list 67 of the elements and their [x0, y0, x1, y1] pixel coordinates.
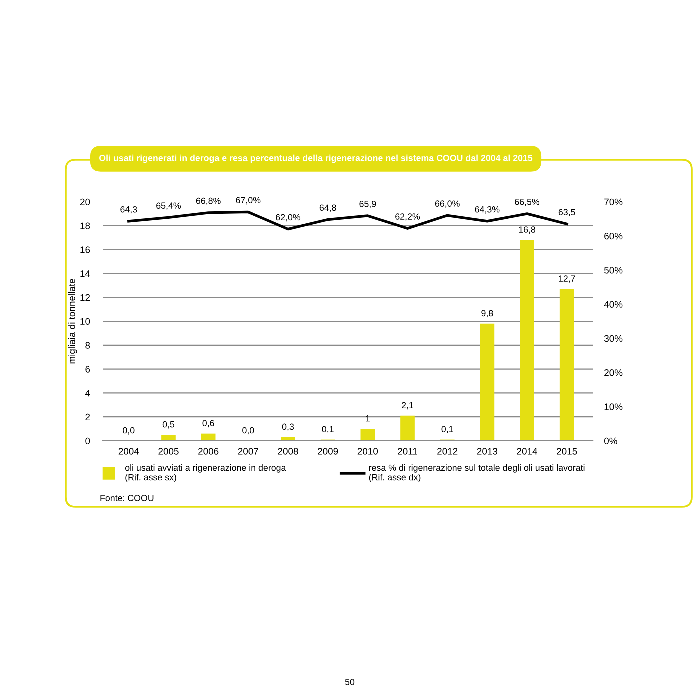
y-tick-label: 0	[86, 438, 90, 445]
bar	[360, 429, 376, 441]
data-label: 63,5	[558, 209, 576, 217]
y-tick-label: 6	[86, 366, 90, 373]
x-tick-label: 2014	[517, 448, 538, 455]
x-tick-label: 2008	[278, 448, 298, 455]
y-tick-label: 8	[86, 342, 90, 349]
bar	[520, 240, 534, 441]
data-label: 64,3%	[475, 206, 500, 214]
chart-title: Oli usati rigenerati in deroga e resa percentuale della rigenerazione nel sistema COOU dal 2004 al 2015	[100, 154, 533, 164]
x-tick-label: 2010	[358, 448, 378, 455]
data-label: 0,1	[322, 426, 334, 434]
y-tick-label: 16	[80, 246, 90, 254]
x-tick-label: 2011	[398, 448, 418, 455]
data-label: 1	[366, 416, 370, 422]
data-label: 64,8	[320, 204, 336, 212]
data-label: 64,3	[120, 206, 138, 214]
x-tick-label: 2009	[318, 448, 338, 455]
data-label: 0,0	[242, 427, 254, 435]
data-label: 0,3	[282, 424, 294, 432]
x-tick-label: 2004	[118, 448, 140, 455]
data-label: 66,0%	[435, 200, 460, 208]
y2-tick-label: 60%	[604, 232, 623, 240]
y2-tick-label: 20%	[604, 370, 623, 376]
bar	[162, 435, 176, 441]
bar	[480, 324, 495, 441]
y-tick-label: 12	[80, 294, 90, 302]
y-tick-label: 18	[80, 222, 90, 230]
data-label: 0,6	[202, 420, 214, 428]
bar	[400, 416, 415, 441]
source-note: Fonte: COOU	[100, 495, 154, 502]
y-axis-title: migliaia di tonnellate	[68, 279, 78, 364]
bar	[560, 289, 574, 441]
data-label: 67,0%	[236, 197, 261, 205]
data-label: 62,2%	[396, 214, 420, 221]
data-label: 9,8	[482, 310, 494, 318]
x-tick-label: 2015	[557, 448, 578, 455]
y-tick-label: 10	[80, 318, 90, 326]
data-label: 0,5	[162, 421, 175, 429]
y-tick-label: 4	[85, 390, 90, 397]
x-tick-label: 2013	[477, 448, 498, 455]
data-label: 65,9	[360, 201, 376, 208]
x-tick-label: 2006	[198, 448, 219, 455]
x-tick-label: 2007	[238, 448, 258, 455]
x-tick-label: 2012	[438, 448, 458, 455]
data-label: 66,8%	[196, 198, 221, 206]
data-label: 12,7	[559, 276, 576, 283]
y2-tick-label: 50%	[604, 267, 623, 274]
y2-tick-label: 30%	[604, 335, 623, 342]
legend-label: oli usati avviati a rigenerazione in deroga (Rif. asse sx)	[125, 464, 286, 482]
y-tick-label: 14	[80, 270, 90, 278]
data-label: 0,1	[442, 426, 454, 434]
y-tick-label: 20	[80, 198, 90, 206]
y2-tick-label: 70%	[604, 198, 623, 206]
y-tick-label: 2	[86, 414, 90, 421]
data-label: 66,5%	[515, 198, 540, 206]
y2-tick-label: 40%	[604, 301, 623, 308]
y2-tick-label: 0%	[604, 438, 618, 445]
text: 50	[345, 679, 355, 686]
legend-label: resa % di rigenerazione sul totale degli oli usati lavorati (Rif. asse dx)	[369, 464, 585, 482]
x-tick-label: 2005	[158, 448, 179, 455]
data-label: 65,4%	[156, 202, 182, 210]
data-label: 62,0%	[276, 214, 301, 222]
data-label: 0,0	[123, 427, 135, 435]
y2-tick-label: 10%	[604, 404, 623, 410]
data-label: 16,8	[519, 226, 536, 234]
data-label: 2,1	[402, 402, 414, 410]
